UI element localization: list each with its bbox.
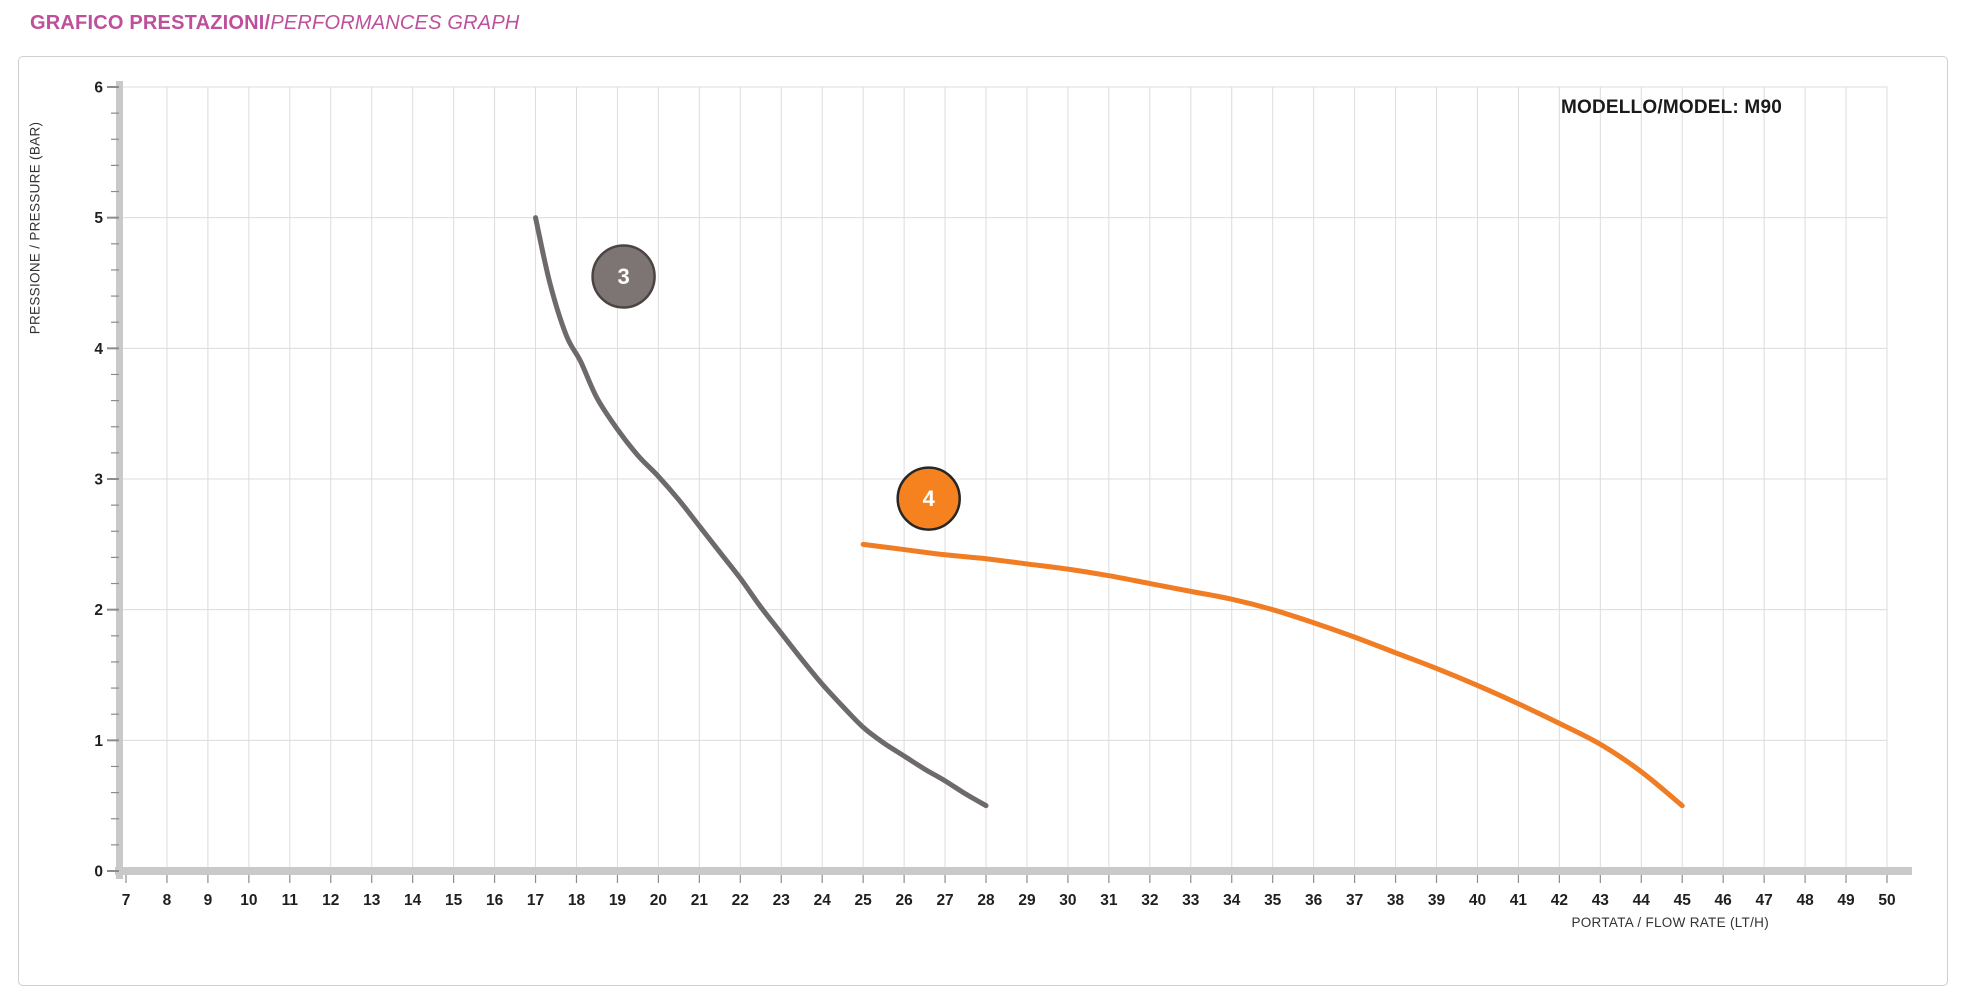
- series-badge-label-4: 4: [923, 486, 936, 511]
- x-tick-label: 37: [1346, 892, 1363, 909]
- x-tick-label: 47: [1756, 892, 1773, 909]
- x-tick-label: 21: [691, 892, 709, 909]
- x-tick-label: 36: [1305, 892, 1323, 909]
- x-tick-label: 33: [1182, 892, 1200, 909]
- y-tick-label: 1: [94, 733, 103, 750]
- x-tick-label: 22: [732, 892, 749, 909]
- curve-series-4: [860, 541, 1685, 809]
- x-axis-title: PORTATA / FLOW RATE (LT/H): [1571, 915, 1769, 930]
- x-tick-label: 9: [204, 892, 213, 909]
- x-tick-label: 30: [1059, 892, 1076, 909]
- page-title-bold: GRAFICO PRESTAZIONI/: [30, 12, 271, 34]
- x-tick-label: 20: [650, 892, 667, 909]
- page-title-italic: PERFORMANCES GRAPH: [270, 12, 520, 34]
- x-tick-label: 41: [1510, 892, 1528, 909]
- chart-svg: 7 8 9 10 11 12 13 14 15 16 17 18 19 20 21 22 23 24 25 26 27 2…: [94, 80, 1912, 909]
- x-tick-label: 50: [1878, 892, 1895, 909]
- y-tick-label: 2: [94, 602, 103, 619]
- x-tick-label: 38: [1387, 892, 1405, 909]
- y-tick-label: 5: [94, 210, 103, 227]
- chart-panel: 7 8 9 10 11 12 13 14 15 16 17 18 19 20 21 22 23 24 25 26 27 2…: [18, 56, 1948, 986]
- x-tick-label: 43: [1592, 892, 1610, 909]
- x-tick-label: 31: [1100, 892, 1118, 909]
- x-tick-label: 28: [977, 892, 995, 909]
- x-tick-label: 46: [1715, 892, 1733, 909]
- series-badge-label-3: 3: [617, 264, 629, 289]
- x-tick-label: 45: [1674, 892, 1692, 909]
- x-tick-label: 40: [1469, 892, 1486, 909]
- x-tick-label: 16: [486, 892, 504, 909]
- model-label: MODELLO/MODEL: M90: [1560, 97, 1782, 118]
- y-tick-label: 0: [94, 864, 103, 881]
- x-tick-label: 42: [1551, 892, 1568, 909]
- x-tick-label: 49: [1837, 892, 1855, 909]
- x-tick-label: 23: [773, 892, 791, 909]
- x-tick-label: 14: [404, 892, 422, 909]
- x-tick-label: 29: [1018, 892, 1036, 909]
- x-tick-label: 12: [322, 892, 339, 909]
- series-badge-3: [591, 244, 656, 309]
- page-title: GRAFICO PRESTAZIONI/PERFORMANCES GRAPH: [30, 12, 520, 35]
- x-tick-label: 26: [895, 892, 913, 909]
- x-tick-label: 44: [1633, 892, 1651, 909]
- x-tick-label: 25: [855, 892, 873, 909]
- x-tick-label: 32: [1141, 892, 1158, 909]
- y-tick-label: 4: [94, 341, 103, 358]
- x-tick-label: 19: [609, 892, 627, 909]
- y-tick-label: 3: [94, 472, 103, 489]
- x-tick-label: 13: [363, 892, 381, 909]
- x-tick-label: 15: [445, 892, 463, 909]
- y-tick-label: 6: [94, 80, 103, 97]
- x-tick-label: 35: [1264, 892, 1282, 909]
- x-tick-label: 8: [163, 892, 172, 909]
- x-tick-label: 48: [1796, 892, 1814, 909]
- curve-series-3: [533, 215, 989, 809]
- x-tick-label: 27: [936, 892, 953, 909]
- x-tick-label: 7: [122, 892, 131, 909]
- x-tick-label: 18: [568, 892, 586, 909]
- x-tick-label: 17: [527, 892, 544, 909]
- x-tick-label: 34: [1223, 892, 1241, 909]
- series-badge-4: [896, 466, 961, 531]
- x-tick-label: 11: [282, 892, 299, 909]
- y-axis-title: PRESSIONE / PRESSURE (BAR): [27, 121, 43, 335]
- x-tick-label: 24: [814, 892, 832, 909]
- x-tick-label: 39: [1428, 892, 1446, 909]
- x-tick-label: 10: [240, 892, 257, 909]
